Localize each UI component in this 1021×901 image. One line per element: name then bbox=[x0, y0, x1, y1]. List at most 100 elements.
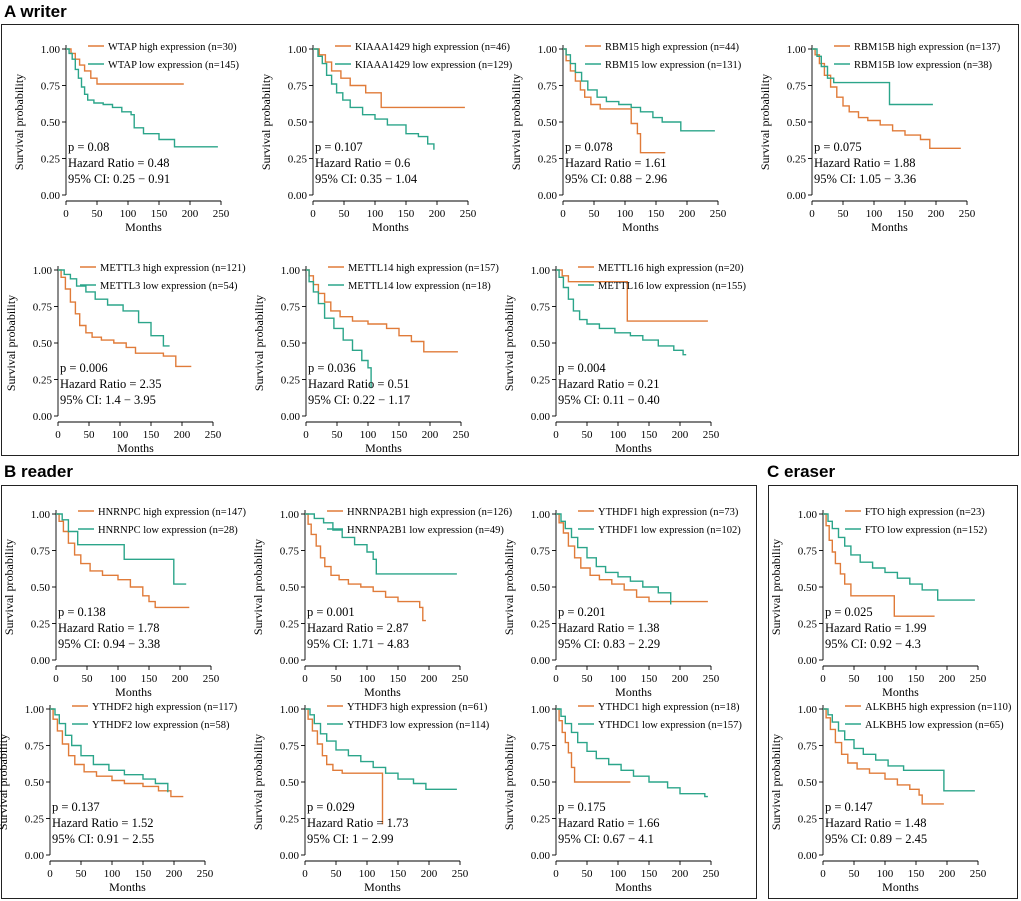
p-value-text: p = 0.025 bbox=[825, 605, 873, 619]
legend-label-low: HNRNPA2B1 low expression (n=49) bbox=[347, 525, 504, 536]
legend-label-high: KIAAA1429 high expression (n=46) bbox=[355, 42, 510, 53]
y-tick-label: 0.25 bbox=[288, 154, 308, 166]
x-tick-label: 0 bbox=[53, 673, 59, 685]
y-tick-label: 0.50 bbox=[531, 777, 551, 789]
x-tick-label: 200 bbox=[166, 868, 183, 880]
x-tick-label: 250 bbox=[213, 208, 230, 220]
panel-label-c: C eraser bbox=[767, 463, 835, 481]
confidence-interval-text: 95% CI: 0.92 − 4.3 bbox=[825, 637, 921, 651]
y-tick-label: 0.75 bbox=[538, 81, 558, 93]
confidence-interval-text: 95% CI: 0.11 − 0.40 bbox=[558, 393, 660, 407]
y-tick-label: 1.00 bbox=[31, 509, 51, 521]
legend-label-high: YTHDF1 high expression (n=73) bbox=[598, 507, 739, 518]
y-tick-label: 1.00 bbox=[798, 704, 818, 716]
x-tick-label: 150 bbox=[398, 208, 415, 220]
legend-label-low: RBM15B low expression (n=38) bbox=[854, 60, 993, 71]
survival-curve-high bbox=[56, 513, 190, 609]
x-tick-label: 0 bbox=[560, 208, 566, 220]
x-tick-label: 150 bbox=[641, 673, 658, 685]
x-tick-label: 50 bbox=[331, 868, 343, 880]
km-plot-ythdf1: 0.00 0.25 0.50 0.75 1.00 0 50 100 150 200 250 Month… bbox=[502, 507, 741, 699]
x-tick-label: 100 bbox=[866, 208, 883, 220]
x-axis-title: Months bbox=[615, 880, 652, 894]
p-value-text: p = 0.078 bbox=[565, 140, 613, 154]
y-tick-label: 0.50 bbox=[531, 338, 551, 350]
p-value-text: p = 0.137 bbox=[52, 800, 100, 814]
x-tick-label: 250 bbox=[703, 429, 720, 441]
survival-curve-high bbox=[556, 269, 708, 322]
legend-label-high: HNRNPA2B1 high expression (n=126) bbox=[347, 507, 513, 518]
y-tick-label: 0.50 bbox=[798, 777, 818, 789]
x-tick-label: 150 bbox=[897, 208, 914, 220]
x-tick-label: 50 bbox=[589, 208, 601, 220]
x-tick-label: 0 bbox=[310, 208, 316, 220]
legend-label-high: HNRNPC high expression (n=147) bbox=[98, 507, 246, 518]
legend-label-low: YTHDF3 low expression (n=114) bbox=[347, 720, 490, 731]
legend-label-high: METTL14 high expression (n=157) bbox=[348, 263, 499, 274]
confidence-interval-text: 95% CI: 0.22 − 1.17 bbox=[308, 393, 410, 407]
legend-label-high: METTL16 high expression (n=20) bbox=[598, 263, 744, 274]
hazard-ratio-text: Hazard Ratio = 1.73 bbox=[307, 816, 408, 830]
y-tick-label: 0.50 bbox=[280, 582, 300, 594]
km-plot-hnrnpa2b1: 0.00 0.25 0.50 0.75 1.00 0 50 100 150 200 250 Month… bbox=[251, 507, 513, 699]
survival-curve-low bbox=[305, 513, 457, 575]
y-tick-label: 0.00 bbox=[538, 190, 558, 202]
panel-title: reader bbox=[21, 462, 73, 481]
y-tick-label: 1.00 bbox=[41, 44, 61, 56]
hazard-ratio-text: Hazard Ratio = 2.35 bbox=[60, 377, 161, 391]
x-tick-label: 200 bbox=[939, 868, 956, 880]
survival-curve-low bbox=[556, 708, 708, 798]
x-tick-label: 100 bbox=[120, 208, 137, 220]
x-tick-label: 250 bbox=[710, 208, 727, 220]
confidence-interval-text: 95% CI: 0.35 − 1.04 bbox=[315, 172, 418, 186]
x-tick-label: 150 bbox=[390, 868, 407, 880]
p-value-text: p = 0.004 bbox=[558, 361, 606, 375]
x-tick-label: 150 bbox=[390, 673, 407, 685]
y-tick-label: 1.00 bbox=[787, 44, 807, 56]
hazard-ratio-text: Hazard Ratio = 0.48 bbox=[68, 156, 169, 170]
km-plot-mettl14: 0.00 0.25 0.50 0.75 1.00 0 50 100 150 200 250 Month… bbox=[252, 263, 499, 455]
x-tick-label: 200 bbox=[672, 429, 689, 441]
y-tick-label: 0.25 bbox=[25, 814, 45, 826]
survival-curve-high bbox=[58, 269, 192, 368]
legend-label-high: FTO high expression (n=23) bbox=[865, 507, 985, 518]
x-tick-label: 250 bbox=[452, 673, 469, 685]
x-tick-label: 50 bbox=[838, 208, 850, 220]
x-tick-label: 200 bbox=[421, 673, 438, 685]
x-axis-title: Months bbox=[871, 220, 908, 234]
y-axis-title: Survival probability bbox=[502, 295, 516, 391]
hazard-ratio-text: Hazard Ratio = 0.21 bbox=[558, 377, 659, 391]
km-plot-ythdf3: 0.00 0.25 0.50 0.75 1.00 0 50 100 150 200 250 Month… bbox=[251, 702, 490, 894]
hazard-ratio-text: Hazard Ratio = 1.52 bbox=[52, 816, 153, 830]
x-tick-label: 50 bbox=[84, 429, 96, 441]
y-tick-label: 0.50 bbox=[281, 338, 301, 350]
y-axis-title: Survival probability bbox=[769, 734, 783, 830]
y-tick-label: 0.00 bbox=[787, 190, 807, 202]
y-axis-title: Survival probability bbox=[758, 74, 772, 170]
legend-label-high: YTHDC1 high expression (n=18) bbox=[598, 702, 740, 713]
p-value-text: p = 0.001 bbox=[307, 605, 355, 619]
x-tick-label: 150 bbox=[143, 429, 160, 441]
x-axis-title: Months bbox=[622, 220, 659, 234]
hazard-ratio-text: Hazard Ratio = 0.51 bbox=[308, 377, 409, 391]
survival-curve-low bbox=[56, 513, 187, 585]
p-value-text: p = 0.08 bbox=[68, 140, 109, 154]
x-tick-label: 0 bbox=[820, 673, 826, 685]
x-tick-label: 200 bbox=[429, 208, 446, 220]
y-axis-title: Survival probability bbox=[502, 734, 516, 830]
y-tick-label: 0.00 bbox=[280, 655, 300, 667]
x-tick-label: 200 bbox=[421, 868, 438, 880]
y-tick-label: 0.00 bbox=[281, 411, 301, 423]
y-tick-label: 0.25 bbox=[531, 619, 551, 631]
survival-curve-low bbox=[50, 708, 169, 793]
x-tick-label: 250 bbox=[452, 868, 469, 880]
survival-curve-high bbox=[556, 513, 708, 603]
legend-label-high: YTHDF2 high expression (n=117) bbox=[92, 702, 238, 713]
km-plot-fto: 0.00 0.25 0.50 0.75 1.00 0 50 100 150 200 250 Month… bbox=[769, 507, 988, 699]
x-tick-label: 50 bbox=[849, 868, 861, 880]
x-tick-label: 250 bbox=[203, 673, 220, 685]
x-tick-label: 250 bbox=[703, 868, 720, 880]
p-value-text: p = 0.147 bbox=[825, 800, 873, 814]
km-plot-alkbh5: 0.00 0.25 0.50 0.75 1.00 0 50 100 150 200 250 Month… bbox=[769, 702, 1012, 894]
